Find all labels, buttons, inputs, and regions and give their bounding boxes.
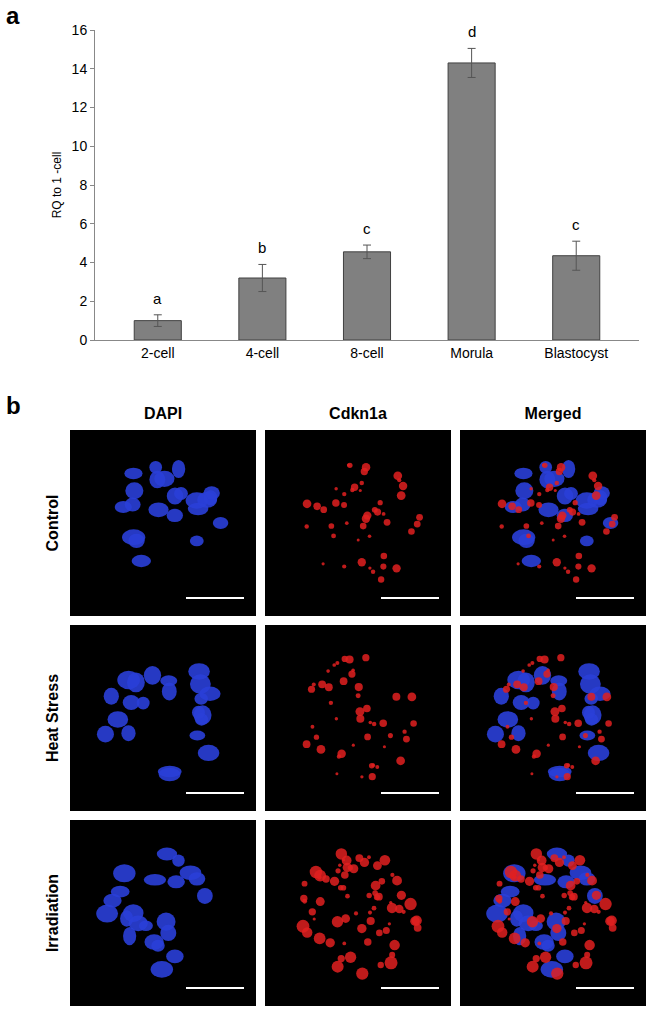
svg-text:Morula: Morula — [450, 345, 493, 361]
svg-text:8-cell: 8-cell — [350, 345, 383, 361]
html-text:b: b — [6, 392, 21, 419]
svg-text:DAPI: DAPI — [144, 405, 182, 422]
html-text:a: a — [6, 2, 20, 29]
svg-text:d: d — [468, 23, 476, 40]
svg-text:14: 14 — [72, 61, 88, 77]
svg-text:b: b — [258, 239, 266, 256]
svg-text:c: c — [363, 220, 371, 237]
svg-text:4-cell: 4-cell — [246, 345, 279, 361]
svg-text:2-cell: 2-cell — [141, 345, 174, 361]
svg-text:Blastocyst: Blastocyst — [544, 345, 608, 361]
svg-text:2: 2 — [79, 293, 87, 309]
svg-text:a: a — [153, 290, 162, 307]
svg-text:12: 12 — [72, 99, 88, 115]
svg-text:Merged: Merged — [525, 405, 582, 422]
svg-text:16: 16 — [72, 22, 88, 38]
svg-text:6: 6 — [79, 216, 87, 232]
svg-text:c: c — [572, 216, 580, 233]
svg-text:Cdkn1a: Cdkn1a — [329, 405, 387, 422]
svg-text:10: 10 — [72, 138, 88, 154]
svg-text:Control: Control — [44, 495, 61, 552]
svg-text:Irradiation: Irradiation — [44, 874, 61, 952]
svg-text:RQ to 1 -cell: RQ to 1 -cell — [50, 152, 64, 219]
svg-text:0: 0 — [79, 332, 87, 348]
svg-text:4: 4 — [79, 254, 87, 270]
svg-text:Heat Stress: Heat Stress — [44, 674, 61, 762]
svg-text:8: 8 — [79, 177, 87, 193]
